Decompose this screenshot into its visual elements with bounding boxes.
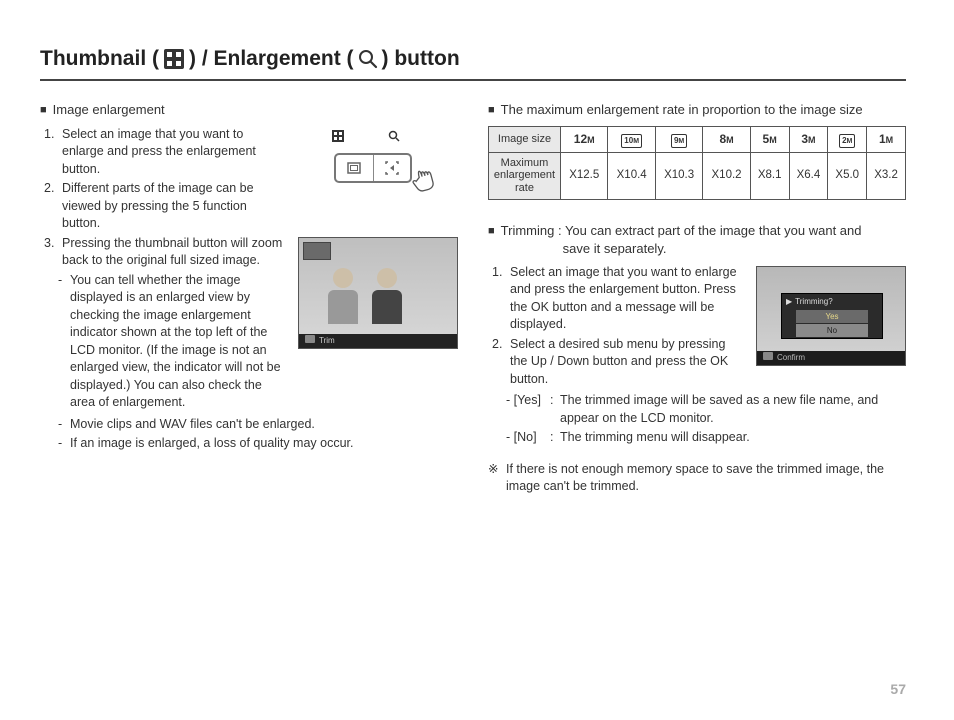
- trim-step-1-text: Select an image that you want to enlarge…: [510, 264, 746, 334]
- trim-dialog: ▶ Trimming? Yes No: [781, 293, 883, 340]
- ok-icon: [763, 352, 773, 363]
- person-silhouette: [371, 268, 403, 324]
- enlarge-indicator-icon: [303, 242, 331, 260]
- no-label: - [No]: [506, 429, 550, 447]
- size-cell-2: 9M: [655, 126, 702, 152]
- ok-icon: [305, 335, 315, 346]
- step-3-sub: - You can tell whether the image display…: [58, 272, 288, 412]
- reference-mark-icon: ※: [488, 461, 506, 496]
- trim-heading-l2: save it separately.: [563, 240, 667, 258]
- rate-cell: X6.4: [789, 152, 828, 199]
- step-2: 2. Different parts of the image can be v…: [44, 180, 288, 233]
- yes-row: - [Yes] : The trimmed image will be save…: [506, 392, 906, 427]
- size-cell-7: 1M: [867, 126, 906, 152]
- trim-heading-l1: Trimming : You can extract part of the i…: [501, 223, 862, 238]
- rocker-illustration: [298, 128, 458, 208]
- trim-dialog-title: ▶ Trimming?: [782, 294, 882, 309]
- person-silhouette: [327, 268, 359, 324]
- left-heading: ■ Image enlargement: [40, 101, 458, 119]
- rate-cell: X10.2: [703, 152, 750, 199]
- magnify-icon: [358, 49, 378, 69]
- title-part-c: ) button: [382, 44, 460, 73]
- yes-label: - [Yes]: [506, 392, 550, 427]
- trim-step-2-text: Select a desired sub menu by pressing th…: [510, 336, 746, 389]
- step-1-text: Select an image that you want to enlarge…: [62, 126, 288, 179]
- dash-note-2-text: If an image is enlarged, a loss of quali…: [70, 435, 353, 453]
- bullet-square-icon: ■: [488, 101, 495, 119]
- thumbnail-icon: [163, 48, 185, 70]
- trim-heading-text: Trimming : You can extract part of the i…: [501, 222, 862, 258]
- trim-step-2: 2. Select a desired sub menu by pressing…: [492, 336, 746, 389]
- dash-note-1: - Movie clips and WAV files can't be enl…: [58, 416, 458, 434]
- lcd-illustration: Trim: [298, 237, 458, 349]
- size-cell-6: 2M: [828, 126, 867, 152]
- no-row: - [No] : The trimming menu will disappea…: [506, 429, 906, 447]
- step-3-sub-text: You can tell whether the image displayed…: [70, 272, 288, 412]
- dash-note-1-text: Movie clips and WAV files can't be enlar…: [70, 416, 315, 434]
- bullet-square-icon: ■: [488, 222, 495, 240]
- rate-cell: X3.2: [867, 152, 906, 199]
- step-1-num: 1.: [44, 126, 62, 179]
- step-3-text: Pressing the thumbnail button will zoom …: [62, 235, 288, 270]
- table-row: Maximum enlargement rate X12.5 X10.4 X10…: [489, 152, 906, 199]
- size-cell-0: 12M: [561, 126, 608, 152]
- right-heading-text: The maximum enlargement rate in proporti…: [501, 101, 863, 119]
- size-cell-4: 5M: [750, 126, 789, 152]
- trim-lcd-illustration: ▶ Trimming? Yes No Confirm: [756, 266, 906, 366]
- trim-dialog-yes: Yes: [796, 310, 868, 323]
- page-title: Thumbnail ( ) / Enlargement ( ) button: [40, 44, 906, 81]
- step-3-num: 3.: [44, 235, 62, 270]
- confirm-label: Confirm: [777, 352, 805, 363]
- memory-note: ※ If there is not enough memory space to…: [488, 461, 906, 496]
- rocker-left-icon: [336, 155, 374, 181]
- rocker-button: [334, 153, 412, 183]
- trim-dialog-no: No: [796, 324, 868, 337]
- page-number: 57: [890, 680, 906, 700]
- title-part-b: ) / Enlargement (: [189, 44, 354, 73]
- left-column: ■ Image enlargement: [40, 97, 458, 495]
- step-1: 1. Select an image that you want to enla…: [44, 126, 288, 179]
- rate-cell: X8.1: [750, 152, 789, 199]
- bullet-square-icon: ■: [40, 101, 47, 119]
- step-2-text: Different parts of the image can be view…: [62, 180, 288, 233]
- size-cell-1: 10M: [608, 126, 655, 152]
- enlargement-table: Image size 12M 10M 9M 8M 5M 3M 2M 1M Max…: [488, 126, 906, 200]
- rate-cell: X12.5: [561, 152, 608, 199]
- trim-bar: Trim: [299, 334, 457, 348]
- step-2-num: 2.: [44, 180, 62, 233]
- trim-bar-label: Trim: [319, 335, 335, 346]
- yes-text: The trimmed image will be saved as a new…: [560, 392, 906, 427]
- memory-note-text: If there is not enough memory space to s…: [506, 461, 906, 496]
- rate-cell: X10.3: [655, 152, 702, 199]
- dash-note-2: - If an image is enlarged, a loss of qua…: [58, 435, 458, 453]
- right-heading: ■ The maximum enlargement rate in propor…: [488, 101, 906, 119]
- hand-pointer-icon: [403, 155, 447, 206]
- no-text: The trimming menu will disappear.: [560, 429, 750, 447]
- thumbnail-small-icon: [332, 130, 344, 147]
- arrow-icon: ▶: [786, 296, 792, 307]
- size-cell-3: 8M: [703, 126, 750, 152]
- right-column: ■ The maximum enlargement rate in propor…: [488, 97, 906, 495]
- rate-cell: X5.0: [828, 152, 867, 199]
- row1-label: Image size: [489, 126, 561, 152]
- size-cell-5: 3M: [789, 126, 828, 152]
- trim-step-1: 1. Select an image that you want to enla…: [492, 264, 746, 334]
- confirm-bar: Confirm: [757, 351, 905, 365]
- left-heading-text: Image enlargement: [53, 101, 165, 119]
- step-3: 3. Pressing the thumbnail button will zo…: [44, 235, 288, 270]
- magnify-small-icon: [388, 130, 400, 147]
- title-part-a: Thumbnail (: [40, 44, 159, 73]
- row2-label: Maximum enlargement rate: [489, 152, 561, 199]
- trim-heading: ■ Trimming : You can extract part of the…: [488, 222, 906, 258]
- table-row: Image size 12M 10M 9M 8M 5M 3M 2M 1M: [489, 126, 906, 152]
- rate-cell: X10.4: [608, 152, 655, 199]
- trim-dialog-title-text: Trimming?: [795, 296, 832, 307]
